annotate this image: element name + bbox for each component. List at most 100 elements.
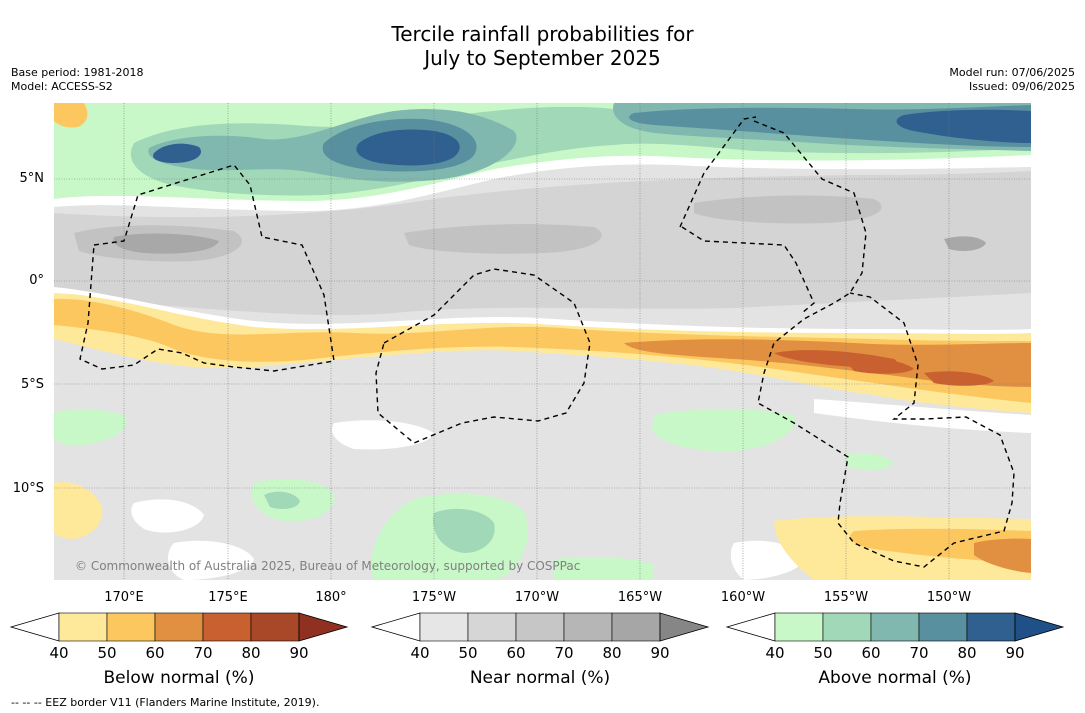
above-normal-south-patch-4-50	[264, 491, 300, 509]
below-normal-nw-corner	[54, 103, 88, 128]
colorbar-segment	[563, 612, 613, 642]
colorbar-segment	[611, 612, 661, 642]
colorbar-near-normal	[370, 612, 710, 642]
lat-label-10s: 10°S	[12, 481, 44, 496]
meta-right: Model run: 07/06/2025 Issued: 09/06/2025	[949, 66, 1075, 94]
colorbar-segment	[918, 612, 968, 642]
colorbar-segment	[966, 612, 1016, 642]
colorbar-segment	[822, 612, 872, 642]
colorbar-segment	[419, 612, 469, 642]
above-normal-south-patch-3-50	[433, 508, 495, 553]
white-patch-south-4	[332, 420, 434, 450]
lon-label-170w: 170°W	[514, 590, 560, 605]
near-normal-60-patch-3	[694, 195, 882, 224]
eez-footnote: -- -- -- EEZ border V11 (Flanders Marine…	[11, 696, 320, 709]
above-normal-south-patch-6	[554, 557, 654, 580]
lon-label-165w: 165°W	[617, 590, 663, 605]
eez-kiribati-line	[753, 120, 1015, 568]
model-name: Model: ACCESS-S2	[11, 80, 113, 93]
colorbar-segment	[870, 612, 920, 642]
colorbar-above-normal	[725, 612, 1065, 642]
copyright-notice: © Commonwealth of Australia 2025, Bureau…	[75, 559, 581, 573]
colorbar-tick-label: 60	[861, 644, 881, 662]
model-run: Model run: 07/06/2025	[949, 66, 1075, 79]
colorbar-tick-label: 90	[289, 644, 309, 662]
eez-kiribati-gilbert	[79, 164, 335, 372]
near-normal-70-patch	[113, 233, 219, 254]
colorbar-title-below: Below normal (%)	[103, 668, 255, 688]
colorbar-segment	[467, 612, 517, 642]
near-normal-70-patch-2	[944, 236, 986, 251]
above-normal-south-patch-1	[54, 409, 127, 446]
colorbar-extension-low	[725, 612, 776, 642]
white-strip-north	[54, 155, 1031, 211]
white-patch-south-2	[168, 540, 254, 580]
colorbar-tick-label: 90	[650, 644, 670, 662]
below-normal-se-patch-60	[974, 538, 1031, 573]
colorbar-tick-label: 80	[602, 644, 622, 662]
below-normal-equator-70b	[844, 357, 914, 374]
below-normal-equator-70c	[924, 371, 994, 386]
lon-label-150w: 150°W	[926, 590, 972, 605]
colorbar-tick-label: 60	[145, 644, 165, 662]
colorbar-tick-label: 50	[458, 644, 478, 662]
title-line-2: July to September 2025	[424, 46, 661, 70]
eez-line-top	[679, 116, 757, 228]
colorbar-segment	[774, 612, 824, 642]
colorbar-tick-label: 70	[193, 644, 213, 662]
white-strip-south-of-band	[814, 399, 1031, 433]
colorbar-tick-label: 70	[909, 644, 929, 662]
colorbar-segment	[106, 612, 156, 642]
lat-label-5n: 5°N	[19, 171, 45, 186]
white-patch-south-1	[131, 499, 204, 533]
lon-label-155w: 155°W	[823, 590, 869, 605]
graticule	[54, 103, 1031, 580]
rainfall-map: © Commonwealth of Australia 2025, Bureau…	[54, 103, 1031, 580]
eez-borders	[79, 116, 1015, 568]
lat-label-5s: 5°S	[20, 377, 44, 392]
colorbar-tick-label: 80	[957, 644, 977, 662]
issued-date: Issued: 09/06/2025	[968, 80, 1075, 93]
lon-label-160w: 160°W	[720, 590, 766, 605]
map-title: Tercile rainfall probabilities for July …	[0, 22, 1085, 70]
colorbar-extension-low	[370, 612, 421, 642]
lon-label-180: 180°	[315, 590, 347, 605]
lon-label-175e: 175°E	[208, 590, 248, 605]
eez-line-north	[681, 226, 815, 314]
above-normal-north-80b	[896, 109, 1031, 143]
colorbar-tick-label: 90	[1005, 644, 1025, 662]
above-normal-north-80c	[153, 143, 202, 163]
colorbar-extension-low	[9, 612, 60, 642]
colorbar-segment	[515, 612, 565, 642]
map-canvas	[54, 103, 1031, 580]
colorbar-tick-label: 60	[506, 644, 526, 662]
colorbar-segment	[154, 612, 204, 642]
colorbar-tick-label: 40	[49, 644, 69, 662]
title-line-1: Tercile rainfall probabilities for	[391, 22, 694, 46]
below-normal-sw-patch	[54, 482, 103, 539]
colorbars	[9, 612, 1065, 642]
colorbar-tick-label: 50	[813, 644, 833, 662]
meta-left: Base period: 1981-2018 Model: ACCESS-S2	[11, 66, 143, 94]
above-normal-south-patch-5	[844, 453, 894, 471]
colorbar-segment	[250, 612, 300, 642]
colorbar-title-above: Above normal (%)	[818, 668, 972, 688]
colorbar-segment	[202, 612, 252, 642]
above-normal-south-patch-2	[652, 409, 796, 452]
colorbar-extension-high	[659, 612, 710, 642]
colorbar-tick-label: 40	[765, 644, 785, 662]
colorbar-extension-high	[1014, 612, 1065, 642]
colorbar-tick-label: 80	[241, 644, 261, 662]
lon-label-170e: 170°E	[104, 590, 144, 605]
base-period: Base period: 1981-2018	[11, 66, 144, 79]
colorbar-extension-high	[298, 612, 349, 642]
near-normal-60-patch-2	[404, 224, 602, 254]
eez-kiribati-phoenix	[375, 268, 591, 444]
colorbar-segment	[58, 612, 108, 642]
colorbar-tick-label: 40	[410, 644, 430, 662]
colorbar-title-near: Near normal (%)	[469, 668, 611, 688]
colorbar-tick-label: 50	[97, 644, 117, 662]
colorbar-below-normal	[9, 612, 349, 642]
lat-label-0: 0°	[29, 273, 44, 288]
lon-label-175w: 175°W	[411, 590, 457, 605]
